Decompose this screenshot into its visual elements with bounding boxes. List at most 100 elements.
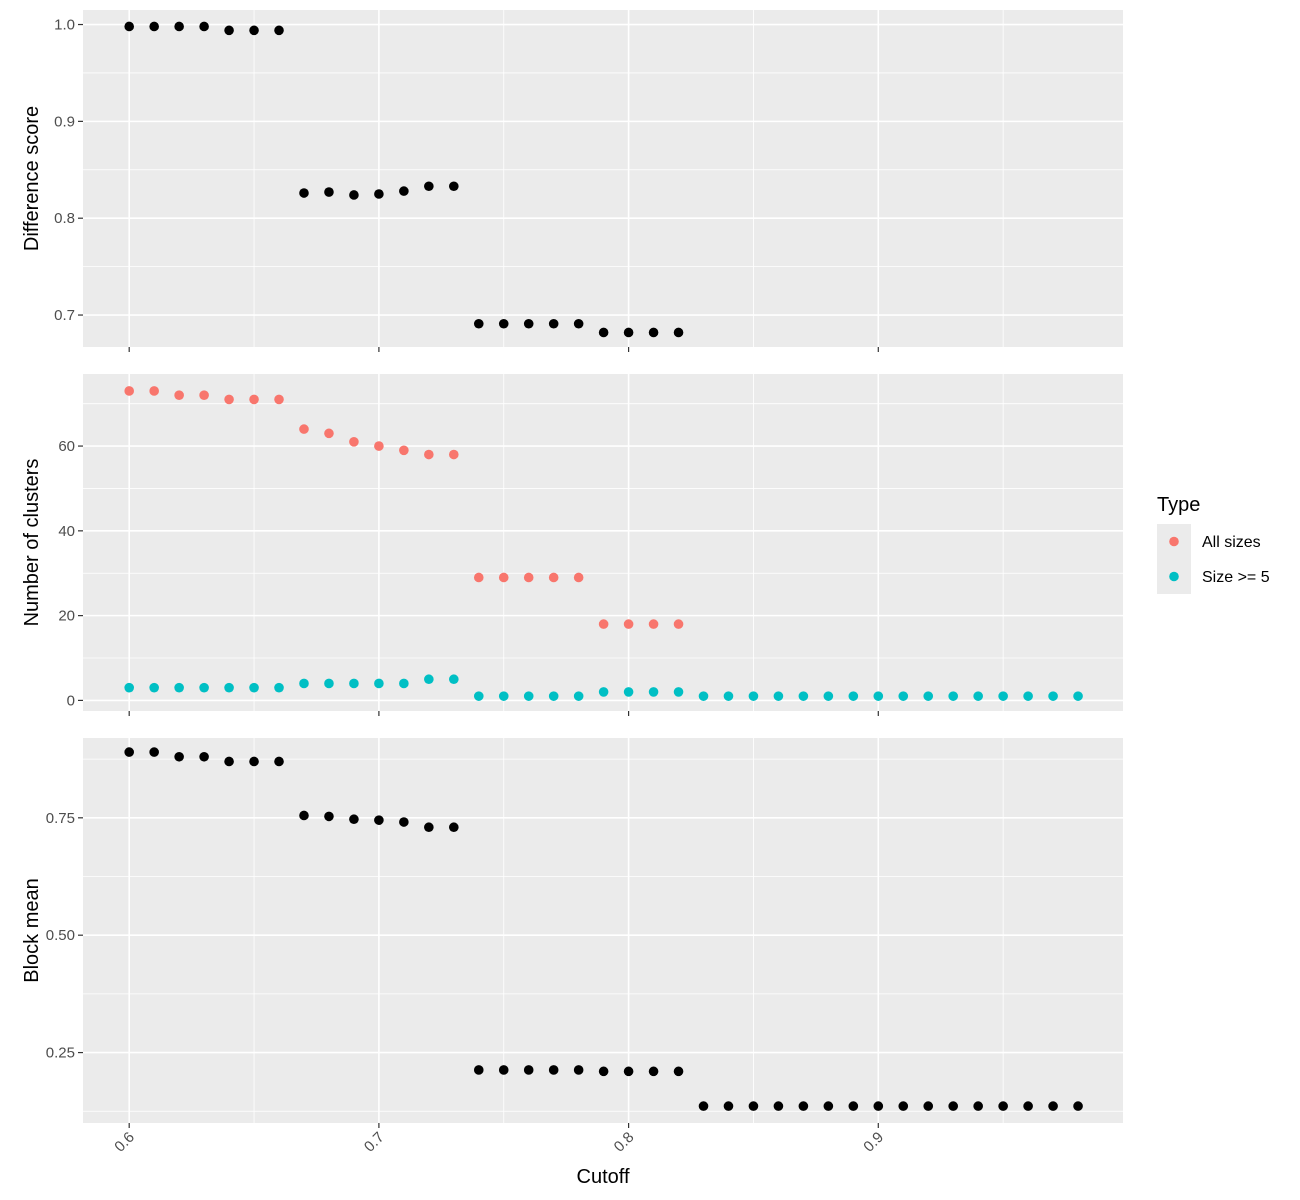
data-point — [199, 751, 209, 762]
data-point — [923, 1101, 934, 1111]
data-point — [973, 1101, 983, 1111]
y-tick-label: 0.50 — [46, 927, 75, 944]
series-1 — [124, 747, 1083, 1111]
data-point — [748, 691, 759, 701]
data-point — [249, 25, 259, 36]
data-point — [149, 682, 159, 693]
data-point — [1073, 1101, 1083, 1111]
data-point — [648, 327, 659, 338]
data-point — [449, 674, 459, 685]
data-point — [823, 691, 834, 701]
data-point — [498, 691, 509, 701]
data-point — [274, 756, 284, 767]
data-point — [149, 386, 159, 396]
data-point — [673, 687, 684, 697]
data-point — [798, 691, 809, 701]
data-point — [349, 814, 359, 825]
data-point — [623, 619, 634, 629]
data-point — [998, 1101, 1008, 1111]
x-tick-label: 0.6 — [111, 1129, 138, 1156]
data-point — [523, 1065, 534, 1075]
data-point — [374, 189, 384, 199]
data-point — [648, 1066, 659, 1077]
data-point — [299, 810, 309, 821]
data-point — [623, 327, 634, 338]
data-point — [798, 1101, 809, 1111]
data-point — [598, 687, 609, 697]
data-point — [174, 751, 184, 762]
data-point — [324, 811, 334, 822]
series-1 — [124, 21, 684, 338]
data-point — [598, 619, 609, 629]
data-point — [548, 691, 559, 701]
data-point — [1048, 691, 1058, 701]
data-point — [399, 186, 409, 196]
data-point — [399, 817, 409, 827]
data-point — [748, 1101, 759, 1111]
series-1 — [124, 386, 684, 629]
data-point — [224, 682, 234, 693]
y-tick-label: 0.75 — [46, 810, 75, 827]
legend-item: Size >= 5 — [1157, 559, 1270, 594]
y-tick-label: 20 — [58, 608, 75, 625]
legend-label: Size >= 5 — [1202, 569, 1270, 586]
data-point — [498, 1065, 509, 1075]
panel-background — [83, 738, 1123, 1123]
data-point — [349, 678, 359, 689]
x-tick-label: 0.9 — [860, 1129, 887, 1156]
data-point — [249, 756, 259, 767]
data-point — [948, 1101, 959, 1111]
data-point — [174, 21, 184, 32]
data-point — [224, 756, 234, 767]
legend-swatch — [1169, 571, 1179, 582]
data-point — [274, 25, 284, 36]
data-point — [948, 691, 959, 701]
data-point — [698, 1101, 709, 1111]
data-point — [548, 572, 559, 583]
data-point — [823, 1101, 834, 1111]
data-point — [149, 21, 159, 32]
data-point — [523, 691, 534, 701]
data-point — [623, 1066, 634, 1077]
data-point — [149, 747, 159, 757]
data-point — [449, 822, 459, 833]
legend: Type All sizes Size >= 5 — [1157, 494, 1270, 594]
data-point — [274, 682, 284, 693]
data-point — [498, 318, 509, 329]
data-point — [299, 678, 309, 689]
x-tick-label: 0.8 — [611, 1129, 638, 1156]
data-point — [424, 674, 434, 685]
data-point — [274, 394, 284, 405]
data-point — [374, 678, 384, 689]
y-tick-label: 60 — [58, 438, 75, 455]
panel-background — [83, 10, 1123, 347]
data-point — [174, 390, 184, 400]
data-point — [324, 187, 334, 197]
y-axis-title: Difference score — [21, 106, 43, 251]
data-point — [249, 394, 259, 405]
data-point — [723, 691, 734, 701]
data-point — [324, 678, 334, 689]
data-point — [324, 428, 334, 439]
data-point — [374, 815, 384, 825]
data-point — [873, 1101, 884, 1111]
data-point — [1023, 1101, 1033, 1111]
y-tick-label: 40 — [58, 523, 75, 540]
legend-item: All sizes — [1157, 524, 1261, 559]
data-point — [923, 691, 934, 701]
data-point — [424, 181, 434, 192]
data-point — [573, 318, 584, 329]
data-point — [349, 437, 359, 447]
panel-3: 0.25 0.50 0.75 Block mean — [21, 738, 1123, 1128]
y-tick-label: 0.9 — [54, 113, 75, 130]
legend-title: Type — [1157, 494, 1200, 516]
data-point — [598, 327, 609, 338]
data-point — [473, 1065, 484, 1075]
data-point — [299, 424, 309, 434]
y-tick-label: 1.0 — [54, 17, 75, 34]
data-point — [898, 1101, 909, 1111]
data-point — [424, 449, 434, 460]
data-point — [449, 449, 459, 460]
data-point — [199, 390, 209, 400]
legend-swatch — [1169, 536, 1179, 547]
